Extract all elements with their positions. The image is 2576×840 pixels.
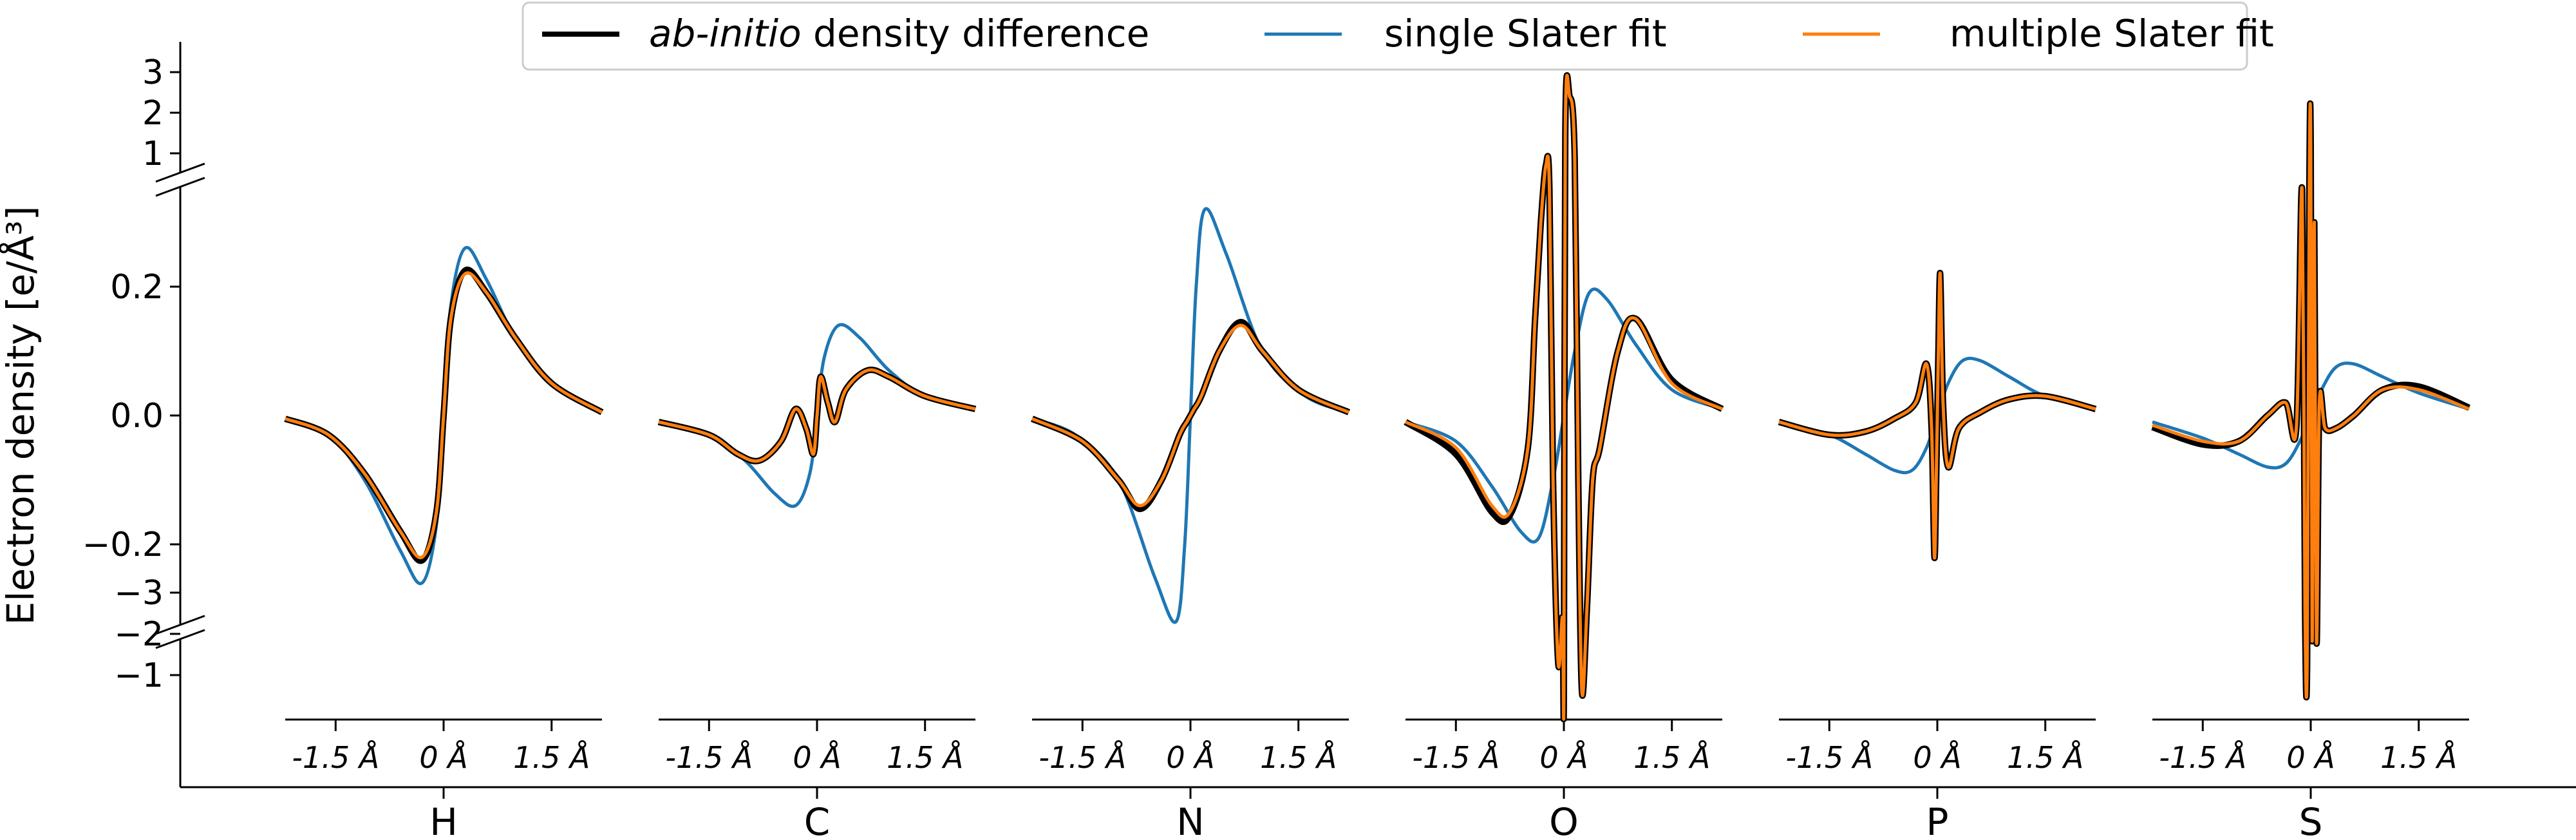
y-tick-label: −2 <box>114 615 164 654</box>
panel-N: -1.5 Å 0 Å 1.5 Å N <box>1030 207 1351 840</box>
panel-P: -1.5 Å 0 Å 1.5 Å P <box>1778 269 2097 840</box>
x-tick-label: -1.5 Å <box>1785 740 1873 775</box>
x-tick-label: 1.5 Å <box>1633 740 1710 775</box>
legend: ab-initio density difference single Slat… <box>522 1 2274 71</box>
panel-C: -1.5 Å 0 Å 1.5 Å C <box>657 323 977 840</box>
legend-label-single: single Slater fit <box>1384 12 1667 55</box>
y-tick-label: 0.0 <box>110 397 164 435</box>
x-tick-label: 1.5 Å <box>2380 740 2457 775</box>
x-tick-label: 1.5 Å <box>2007 740 2083 775</box>
series-multiple-slater-O <box>1404 73 1724 721</box>
series-multiple-slater-P <box>1778 271 2096 560</box>
axis-break-marks <box>155 162 205 649</box>
panel-S: -1.5 Å 0 Å 1.5 Å S <box>2151 100 2471 840</box>
series-multiple-slater-H <box>285 271 603 560</box>
x-tick-label: -1.5 Å <box>665 740 753 775</box>
panel-label: O <box>1549 800 1579 837</box>
y-tick-label: 1 <box>142 135 164 173</box>
series-multiple-slater-N <box>1031 323 1350 508</box>
x-tick-label: 0 Å <box>2286 740 2335 775</box>
y-tick-label: −0.2 <box>82 526 164 564</box>
x-tick-label: 0 Å <box>1166 740 1214 775</box>
y-ticks: 123 −0.2 0.0 0.2 −1−2−3 <box>82 53 180 695</box>
x-tick-label: -1.5 Å <box>2159 740 2246 775</box>
legend-label-abinitio: ab-initio density difference <box>649 12 1149 55</box>
x-tick-label: 0 Å <box>1913 740 1961 775</box>
panel-label: N <box>1176 800 1204 837</box>
legend-frame <box>522 1 2248 71</box>
legend-label-abinitio-rest: density difference <box>802 12 1150 55</box>
x-tick-label: 0 Å <box>793 740 841 775</box>
x-tick-label: 1.5 Å <box>1260 740 1337 775</box>
y-tick-label: −1 <box>114 656 164 695</box>
x-tick-label: 0 Å <box>419 740 467 775</box>
axis-break-mark <box>155 615 205 635</box>
panel-label: C <box>804 800 831 837</box>
x-tick-label: 0 Å <box>1539 740 1588 775</box>
panels: -1.5 Å 0 Å 1.5 Å H -1.5 Å 0 Å 1.5 Å C -1.5 Å 0 Å 1… <box>284 72 2471 840</box>
panel-label: S <box>2299 800 2323 837</box>
series-multiple-slater-S <box>2152 102 2470 699</box>
y-tick-label: 2 <box>142 94 164 133</box>
x-tick-label: -1.5 Å <box>1412 740 1500 775</box>
axis-break-mark <box>155 177 205 197</box>
panel-O: -1.5 Å 0 Å 1.5 Å O <box>1404 72 1724 840</box>
panel-H: -1.5 Å 0 Å 1.5 Å H <box>284 245 604 840</box>
y-axis-title: Electron density [e/Å³] <box>0 206 42 625</box>
x-tick-label: -1.5 Å <box>1039 740 1126 775</box>
x-tick-label: 1.5 Å <box>513 740 590 775</box>
panel-label: P <box>1926 800 1949 837</box>
legend-label-abinitio-italic: ab-initio <box>649 12 802 55</box>
y-tick-label: 0.2 <box>110 268 164 307</box>
y-tick-label: 3 <box>142 53 164 92</box>
legend-label-multiple: multiple Slater fit <box>1950 12 2274 55</box>
axes <box>155 42 2576 788</box>
y-tick-label: −3 <box>114 574 164 613</box>
panel-label: H <box>429 800 458 837</box>
series-multiple-slater-C <box>658 368 976 463</box>
x-tick-label: 1.5 Å <box>887 740 963 775</box>
axis-break-mark <box>155 629 205 649</box>
axis-break-mark <box>155 162 205 183</box>
x-tick-label: -1.5 Å <box>292 740 379 775</box>
